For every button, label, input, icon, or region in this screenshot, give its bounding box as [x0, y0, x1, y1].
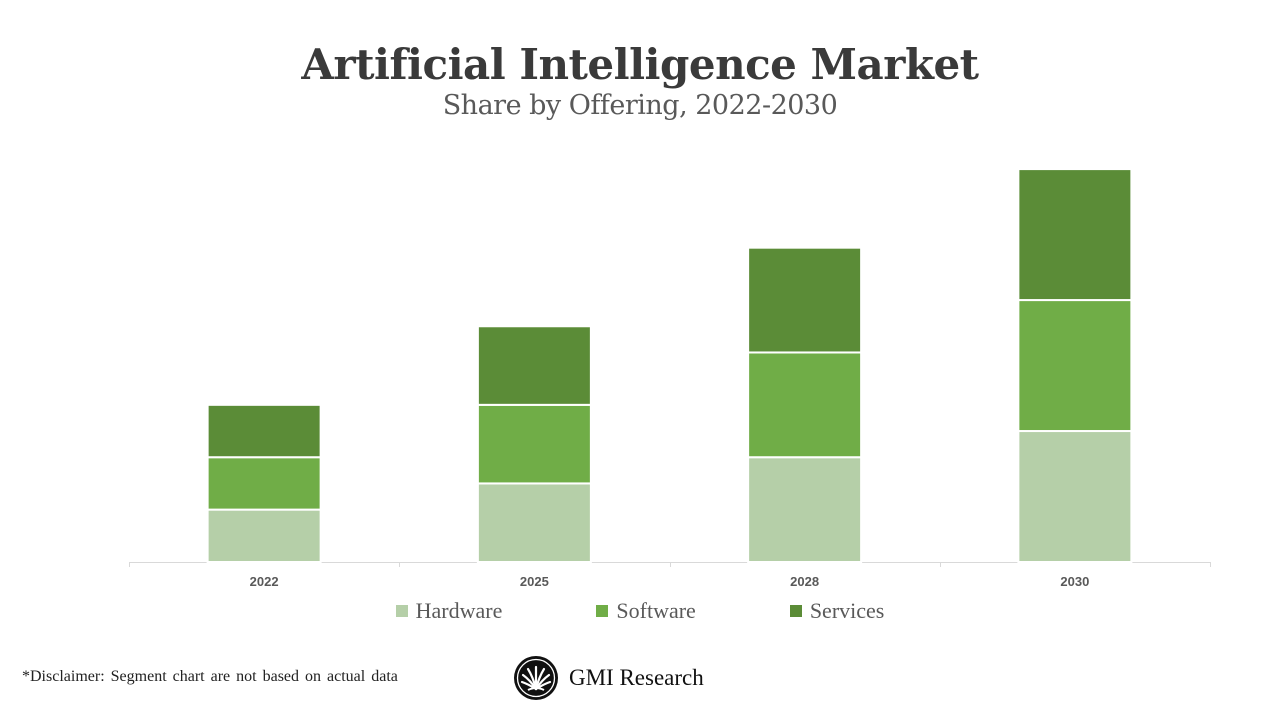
bar-hardware-2030: [1017, 430, 1133, 563]
legend-swatch-services: [789, 605, 802, 617]
bar-hardware-2022: [206, 508, 322, 564]
legend-item-software: Software: [596, 598, 696, 624]
bar-services-2025: [476, 325, 592, 406]
disclaimer: *Disclaimer: Segment chart are not based…: [22, 668, 398, 685]
bar-software-2028: [747, 351, 863, 459]
bar-software-2025: [476, 403, 592, 485]
chart-title: Artificial Intelligence Market: [301, 40, 979, 89]
bar-hardware-2028: [747, 456, 863, 563]
bar-software-2030: [1017, 299, 1133, 433]
legend-item-hardware: Hardware: [395, 598, 503, 624]
legend-label-software: Software: [616, 598, 696, 623]
bar-services-2022: [206, 403, 322, 459]
x-tick-label: 2030: [1060, 574, 1089, 589]
x-tick-label: 2022: [250, 574, 279, 589]
gmi-logo-text: GMI Research: [569, 665, 704, 690]
legend-item-services: Services: [789, 598, 885, 624]
gmi-logo: GMI Research: [513, 655, 704, 701]
legend-label-hardware: Hardware: [415, 598, 503, 623]
legend-swatch-software: [596, 605, 609, 617]
bar-services-2028: [747, 246, 863, 354]
x-tick-label: 2025: [520, 574, 549, 589]
x-tick-label: 2028: [790, 574, 819, 589]
bar-software-2022: [206, 456, 322, 511]
bar-services-2030: [1017, 168, 1133, 302]
gmi-logo-icon: [514, 656, 558, 700]
legend: Hardware Software Services: [0, 598, 1280, 624]
bar-hardware-2025: [476, 482, 592, 563]
legend-swatch-hardware: [395, 605, 408, 617]
chart-subtitle: Share by Offering, 2022-2030: [442, 90, 838, 121]
stacked-bar-chart: 2022 2025 2028 2030: [129, 168, 1211, 589]
legend-label-services: Services: [809, 598, 885, 623]
